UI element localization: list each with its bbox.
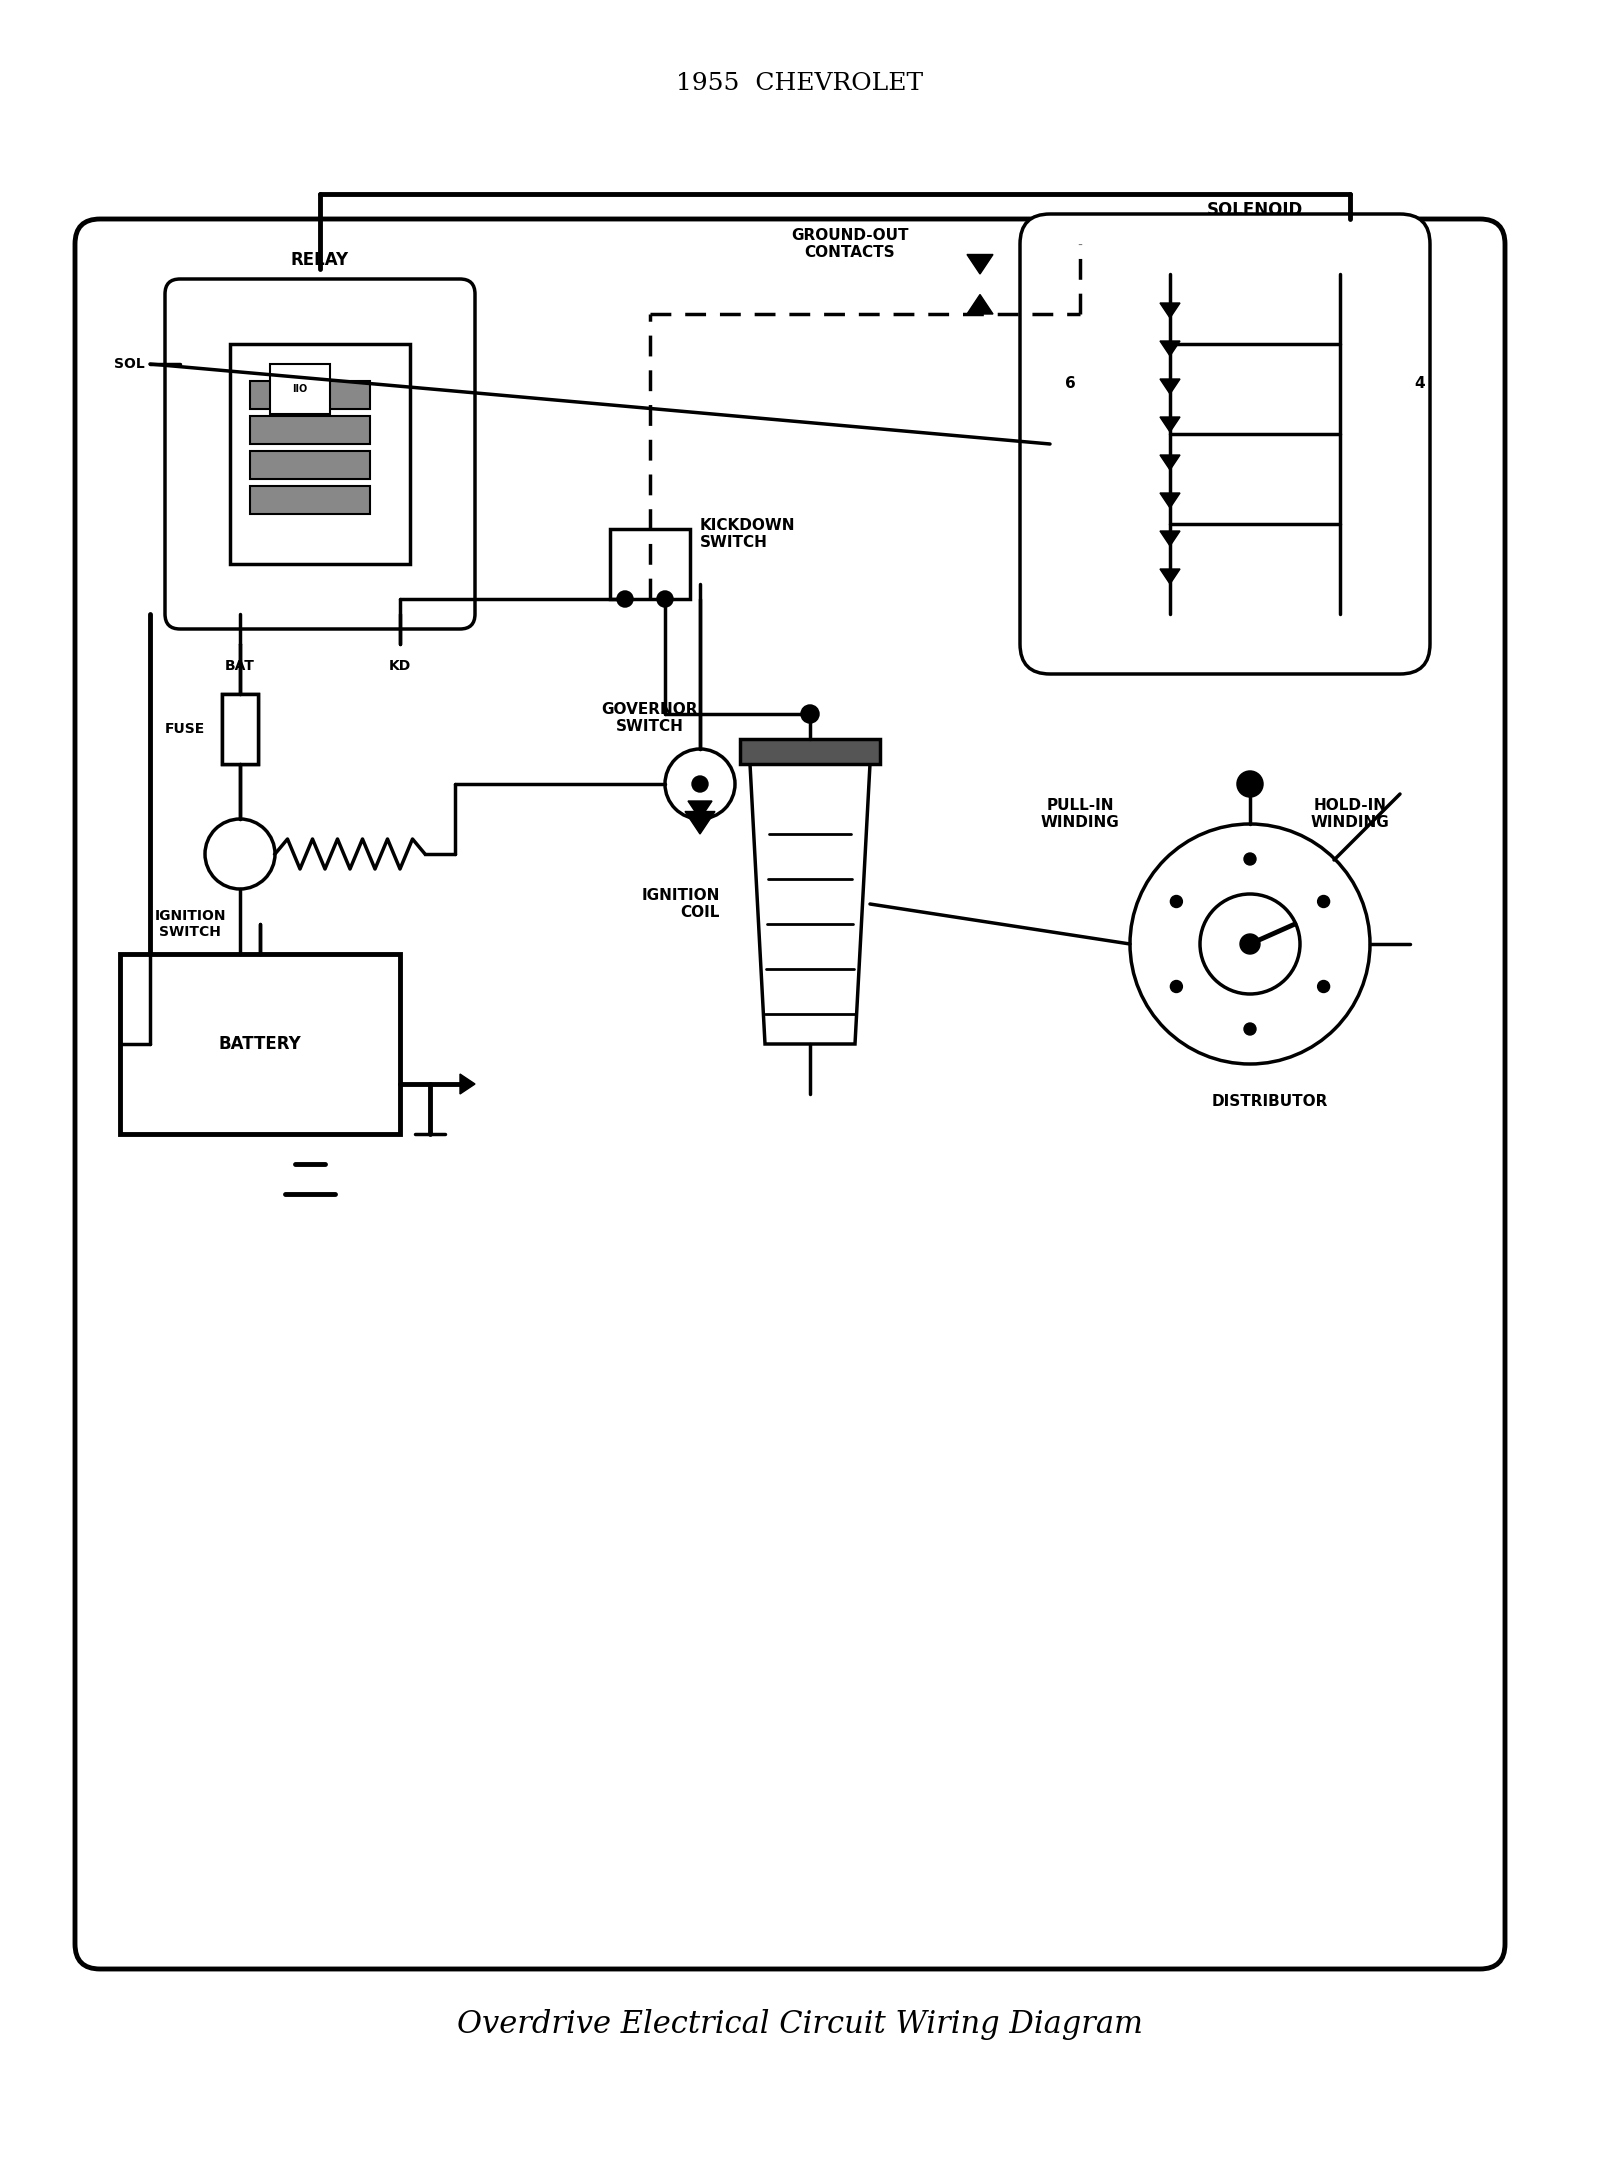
Polygon shape <box>966 294 994 314</box>
Text: 1955  CHEVROLET: 1955 CHEVROLET <box>677 74 923 95</box>
Text: PULL-IN
WINDING: PULL-IN WINDING <box>1040 799 1120 831</box>
Circle shape <box>1170 896 1182 907</box>
Polygon shape <box>1160 569 1181 584</box>
Circle shape <box>205 818 275 889</box>
Text: BATTERY: BATTERY <box>219 1034 301 1054</box>
Polygon shape <box>1160 418 1181 433</box>
Polygon shape <box>1160 454 1181 470</box>
Polygon shape <box>461 1073 475 1095</box>
Text: 4: 4 <box>1414 377 1426 392</box>
Polygon shape <box>750 764 870 1043</box>
FancyBboxPatch shape <box>1021 214 1430 673</box>
FancyBboxPatch shape <box>165 279 475 630</box>
Text: DISTRIBUTOR: DISTRIBUTOR <box>1211 1095 1328 1108</box>
Circle shape <box>1245 853 1256 866</box>
Bar <box>270 364 330 413</box>
Bar <box>250 381 370 409</box>
Circle shape <box>1170 980 1182 993</box>
Polygon shape <box>1160 303 1181 318</box>
Text: HOLD-IN
WINDING: HOLD-IN WINDING <box>1310 799 1389 831</box>
Circle shape <box>1318 896 1330 907</box>
Text: IIO: IIO <box>293 383 307 394</box>
Bar <box>250 415 370 444</box>
Circle shape <box>691 777 707 792</box>
Text: GOVERNOR
SWITCH: GOVERNOR SWITCH <box>602 701 698 734</box>
Bar <box>222 695 258 764</box>
Circle shape <box>618 593 632 606</box>
Circle shape <box>666 749 734 818</box>
Text: GROUND-OUT
CONTACTS: GROUND-OUT CONTACTS <box>792 227 909 260</box>
Text: BAT: BAT <box>226 660 254 673</box>
Polygon shape <box>966 255 994 275</box>
Circle shape <box>1238 773 1262 796</box>
Bar <box>250 487 370 515</box>
Bar <box>739 738 880 764</box>
Text: Overdrive Electrical Circuit Wiring Diagram: Overdrive Electrical Circuit Wiring Diag… <box>458 2008 1142 2038</box>
Bar <box>222 695 258 764</box>
Circle shape <box>802 705 818 723</box>
Text: RELAY: RELAY <box>291 251 349 268</box>
Text: FUSE: FUSE <box>165 723 205 736</box>
Polygon shape <box>688 801 712 818</box>
Polygon shape <box>1160 493 1181 509</box>
Text: 6: 6 <box>1064 377 1075 392</box>
Bar <box>610 528 690 599</box>
Text: SOLENOID: SOLENOID <box>1206 201 1302 219</box>
Circle shape <box>1200 894 1299 993</box>
Polygon shape <box>1160 379 1181 394</box>
Text: IGNITION
COIL: IGNITION COIL <box>642 887 720 920</box>
Circle shape <box>1318 980 1330 993</box>
Circle shape <box>1245 1024 1256 1034</box>
Bar <box>230 344 410 565</box>
FancyBboxPatch shape <box>75 219 1506 1969</box>
Text: KICKDOWN
SWITCH: KICKDOWN SWITCH <box>701 517 795 550</box>
Polygon shape <box>685 812 715 833</box>
Text: IGNITION
SWITCH: IGNITION SWITCH <box>154 909 226 939</box>
Circle shape <box>1130 824 1370 1065</box>
Text: SOL: SOL <box>114 357 146 370</box>
Bar <box>250 450 370 478</box>
Bar <box>120 954 400 1134</box>
Polygon shape <box>1160 342 1181 357</box>
Circle shape <box>1240 935 1261 954</box>
Polygon shape <box>1160 530 1181 545</box>
Circle shape <box>658 593 672 606</box>
Text: KD: KD <box>389 660 411 673</box>
